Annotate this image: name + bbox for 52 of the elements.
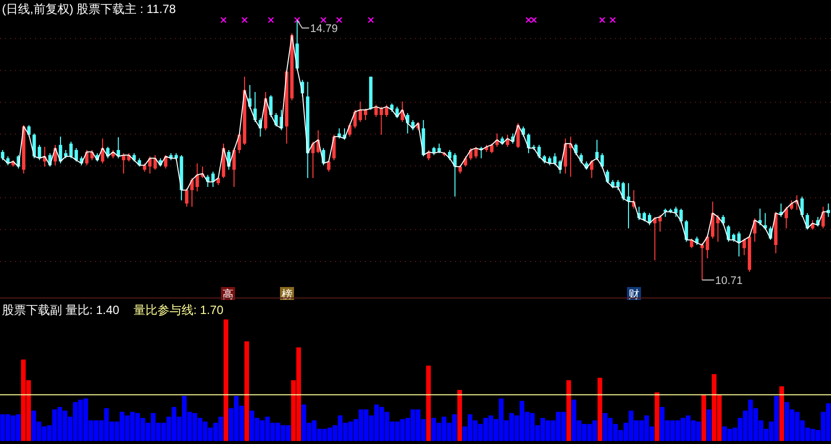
bar (701, 394, 706, 441)
bar (224, 319, 228, 441)
candlestick (490, 143, 494, 154)
candlestick (74, 148, 78, 162)
candlestick (437, 143, 441, 154)
candlestick (690, 238, 694, 249)
candlestick (469, 148, 472, 161)
candlestick (600, 152, 604, 169)
candlestick (380, 106, 383, 136)
candlestick (742, 238, 746, 256)
candlestick (253, 92, 257, 122)
candlestick (384, 104, 388, 118)
candlestick (721, 214, 725, 226)
candlestick (784, 206, 788, 229)
candlestick (164, 154, 168, 169)
candlestick (327, 160, 330, 172)
candlestick (85, 150, 88, 166)
candlestick (684, 220, 688, 242)
candlestick (0, 150, 4, 161)
bar (244, 341, 250, 441)
candlestick (622, 181, 625, 201)
candlestick (153, 154, 157, 170)
bar (457, 390, 462, 441)
bar (779, 386, 784, 441)
annotation: 14.79 (310, 23, 338, 35)
candlestick (800, 196, 804, 218)
candlestick (448, 150, 452, 161)
candlestick (358, 101, 362, 122)
candlestick (269, 94, 273, 118)
annotation: 10.71 (715, 275, 743, 287)
candlestick (806, 212, 810, 230)
candlestick (579, 152, 583, 164)
bar (654, 392, 660, 441)
candlestick (821, 206, 825, 229)
candlestick (653, 216, 656, 261)
candlestick (679, 208, 683, 224)
candlestick (642, 211, 646, 222)
candlestick (537, 144, 541, 159)
candlestick (426, 150, 430, 161)
bar (426, 366, 431, 441)
candlestick (590, 160, 594, 179)
candlestick (185, 188, 188, 208)
bar (598, 378, 602, 441)
bar (566, 380, 572, 441)
chart-title: 股票下载副 量比: 1.40 (2, 303, 120, 317)
candlestick (116, 136, 120, 159)
candlestick (196, 162, 199, 192)
bar (706, 409, 712, 441)
candlestick (564, 138, 568, 174)
text: 量比参与线: 1.70 (133, 303, 224, 317)
candlestick (32, 132, 36, 159)
chart-title: (日线,前复权) 股票下载主 : 11.78 (2, 2, 176, 16)
